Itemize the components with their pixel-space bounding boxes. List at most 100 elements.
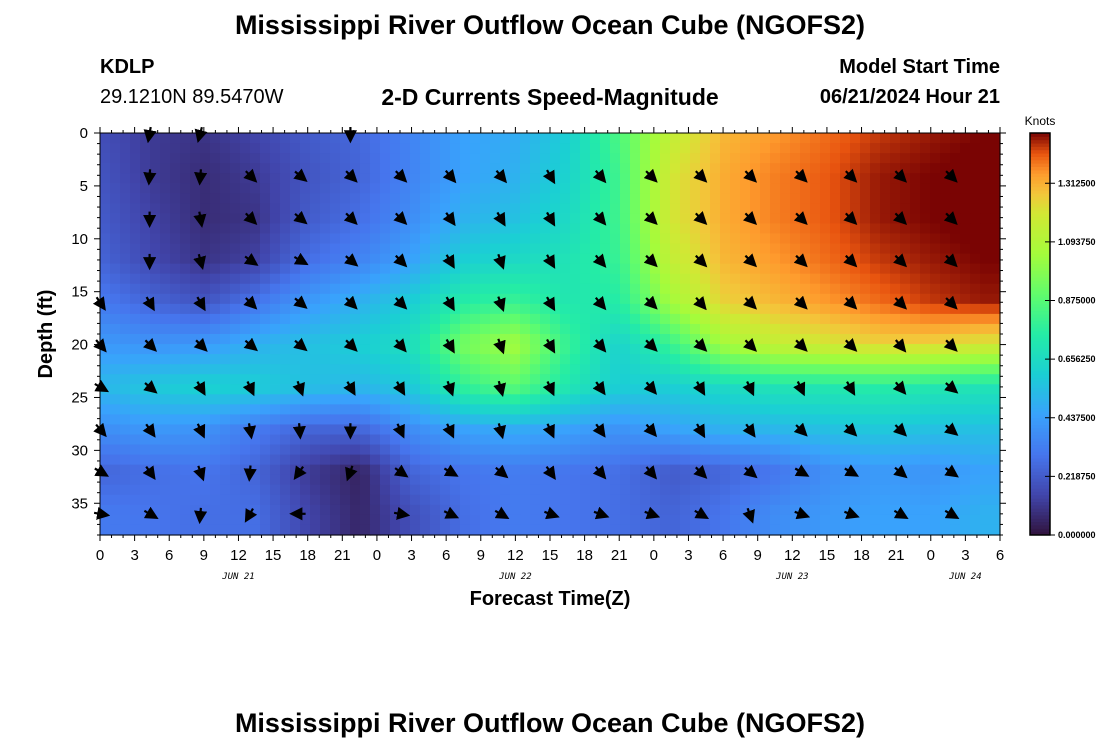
heatmap-cell xyxy=(110,163,121,174)
heatmap-cell xyxy=(890,444,901,456)
heatmap-cell xyxy=(270,193,281,204)
heatmap-cell xyxy=(490,133,501,144)
heatmap-cell xyxy=(310,414,321,426)
heatmap-cell xyxy=(110,524,121,536)
heatmap-cell xyxy=(680,323,691,335)
heatmap-cell xyxy=(950,193,961,204)
heatmap-cell xyxy=(350,153,361,164)
heatmap-cell xyxy=(330,414,341,426)
heatmap-cell xyxy=(520,173,531,184)
current-vector xyxy=(693,253,708,268)
heatmap-cell xyxy=(360,173,371,184)
heatmap-cell xyxy=(200,163,211,174)
heatmap-cell xyxy=(180,263,191,275)
heatmap-cell xyxy=(370,374,381,385)
heatmap-cell xyxy=(720,173,731,184)
heatmap-cell xyxy=(350,494,361,506)
heatmap-cell xyxy=(700,524,711,536)
heatmap-cell xyxy=(510,283,521,295)
colorbar-segment xyxy=(1030,280,1050,285)
heatmap-cell xyxy=(400,434,411,446)
heatmap-cell xyxy=(300,484,311,496)
heatmap-cell xyxy=(850,133,861,144)
heatmap-cell xyxy=(480,263,491,275)
heatmap-cell xyxy=(310,464,321,476)
heatmap-cell xyxy=(540,313,551,325)
current-vector xyxy=(693,168,708,183)
heatmap-cell xyxy=(490,263,501,275)
heatmap-cell xyxy=(500,313,511,325)
heatmap-cell xyxy=(200,404,211,415)
current-vector xyxy=(142,423,156,438)
heatmap-cell xyxy=(440,153,451,164)
heatmap-cell xyxy=(390,434,401,446)
heatmap-cell xyxy=(660,414,671,426)
heatmap-cell xyxy=(750,394,761,405)
heatmap-cell xyxy=(670,143,681,154)
heatmap-cell xyxy=(480,334,491,345)
heatmap-cell xyxy=(550,394,561,405)
heatmap-cell xyxy=(570,303,581,315)
heatmap-cell xyxy=(470,163,481,174)
heatmap-cell xyxy=(290,434,301,446)
x-tick-label: 9 xyxy=(754,547,762,564)
heatmap-cell xyxy=(860,213,871,225)
heatmap-cell xyxy=(490,404,501,415)
heatmap-cell xyxy=(690,404,701,415)
heatmap-cell xyxy=(770,173,781,184)
heatmap-cell xyxy=(320,253,331,265)
heatmap-cell xyxy=(390,133,401,144)
heatmap-cell xyxy=(320,193,331,204)
heatmap-cell xyxy=(630,293,641,305)
heatmap-cell xyxy=(280,354,291,365)
heatmap-cell xyxy=(530,143,541,154)
heatmap-cell xyxy=(460,434,471,446)
heatmap-cell xyxy=(300,283,311,295)
heatmap-cell xyxy=(230,133,241,144)
heatmap-cell xyxy=(570,514,581,526)
heatmap-cell xyxy=(500,243,511,255)
x-tick-label: 15 xyxy=(542,547,559,564)
heatmap-cell xyxy=(540,484,551,496)
heatmap-cell xyxy=(920,303,931,315)
heatmap-cell xyxy=(490,364,501,375)
heatmap-cell xyxy=(120,404,131,415)
heatmap-cell xyxy=(380,514,391,526)
heatmap-cell xyxy=(280,163,291,174)
heatmap-cell xyxy=(920,394,931,405)
heatmap-cell xyxy=(370,384,381,395)
heatmap-cell xyxy=(620,283,631,295)
heatmap-cell xyxy=(110,143,121,154)
heatmap-cell xyxy=(280,344,291,355)
heatmap-cell xyxy=(650,143,661,154)
heatmap-cell xyxy=(560,374,571,385)
heatmap-cell xyxy=(610,474,621,486)
heatmap-cell xyxy=(120,253,131,265)
heatmap-cell xyxy=(290,374,301,385)
heatmap-cell xyxy=(280,494,291,506)
heatmap-cell xyxy=(640,283,651,295)
heatmap-cell xyxy=(670,464,681,476)
heatmap-cell xyxy=(340,183,351,194)
heatmap-cell xyxy=(610,243,621,255)
heatmap-cell xyxy=(850,444,861,456)
heatmap-cell xyxy=(740,283,751,295)
heatmap-cell xyxy=(520,163,531,174)
heatmap-cell xyxy=(960,253,971,265)
heatmap-cell xyxy=(410,424,421,436)
heatmap-cell xyxy=(910,263,921,275)
heatmap-cell xyxy=(680,404,691,415)
heatmap-cell xyxy=(730,374,741,385)
heatmap-cell xyxy=(940,163,951,174)
heatmap-cell xyxy=(960,173,971,184)
heatmap-cell xyxy=(810,504,821,516)
heatmap-cell xyxy=(630,394,641,405)
heatmap-cell xyxy=(220,223,231,235)
heatmap-cell xyxy=(870,313,881,325)
heatmap-cell xyxy=(420,514,431,526)
heatmap-cell xyxy=(340,394,351,405)
heatmap-cell xyxy=(630,404,641,415)
heatmap-cell xyxy=(900,474,911,486)
current-vector xyxy=(793,337,808,352)
heatmap-cell xyxy=(960,514,971,526)
